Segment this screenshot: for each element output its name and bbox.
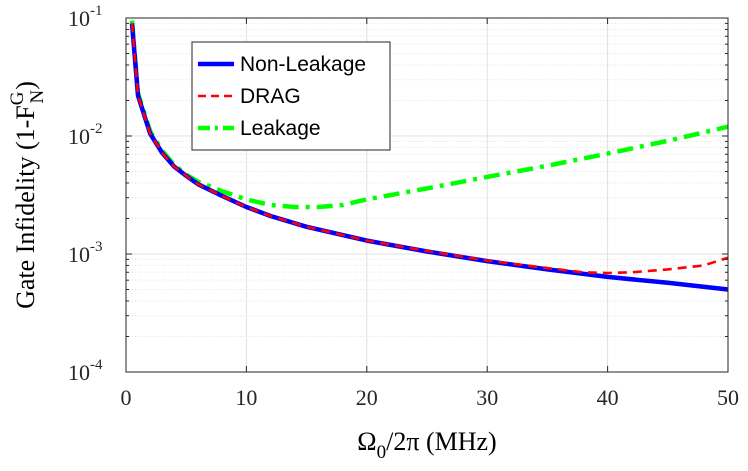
legend-label-leakage: Leakage	[240, 117, 321, 140]
x-tick-label: 40	[597, 385, 619, 410]
x-tick-label: 20	[356, 385, 378, 410]
x-axis-label: Ω0/2π (MHz)	[357, 427, 496, 463]
legend-label-drag: DRAG	[240, 85, 301, 108]
y-axis-label: Gate Infidelity (1-FGN)	[7, 81, 48, 309]
y-tick-label: 10-4	[68, 357, 103, 385]
series-line-drag	[130, 23, 729, 275]
ticks: 0 10 20 30 40 50 10-1 10-2 10-3 10-4	[68, 3, 739, 410]
x-tick-label: 30	[476, 385, 498, 410]
x-tick-label: 50	[717, 385, 739, 410]
y-tick-label: 10-2	[68, 121, 103, 149]
series-layer	[129, 20, 729, 292]
x-tick-label: 10	[235, 385, 257, 410]
legend: Non-Leakage DRAG Leakage	[191, 41, 391, 151]
x-tick-label: 0	[121, 385, 132, 410]
legend-label-non-leakage: Non-Leakage	[240, 53, 366, 76]
axes-box	[125, 17, 729, 373]
y-tick-label: 10-3	[68, 239, 103, 267]
legend-box	[191, 41, 391, 151]
y-tick-label: 10-1	[68, 3, 103, 31]
series-line-non-leakage	[129, 23, 729, 292]
